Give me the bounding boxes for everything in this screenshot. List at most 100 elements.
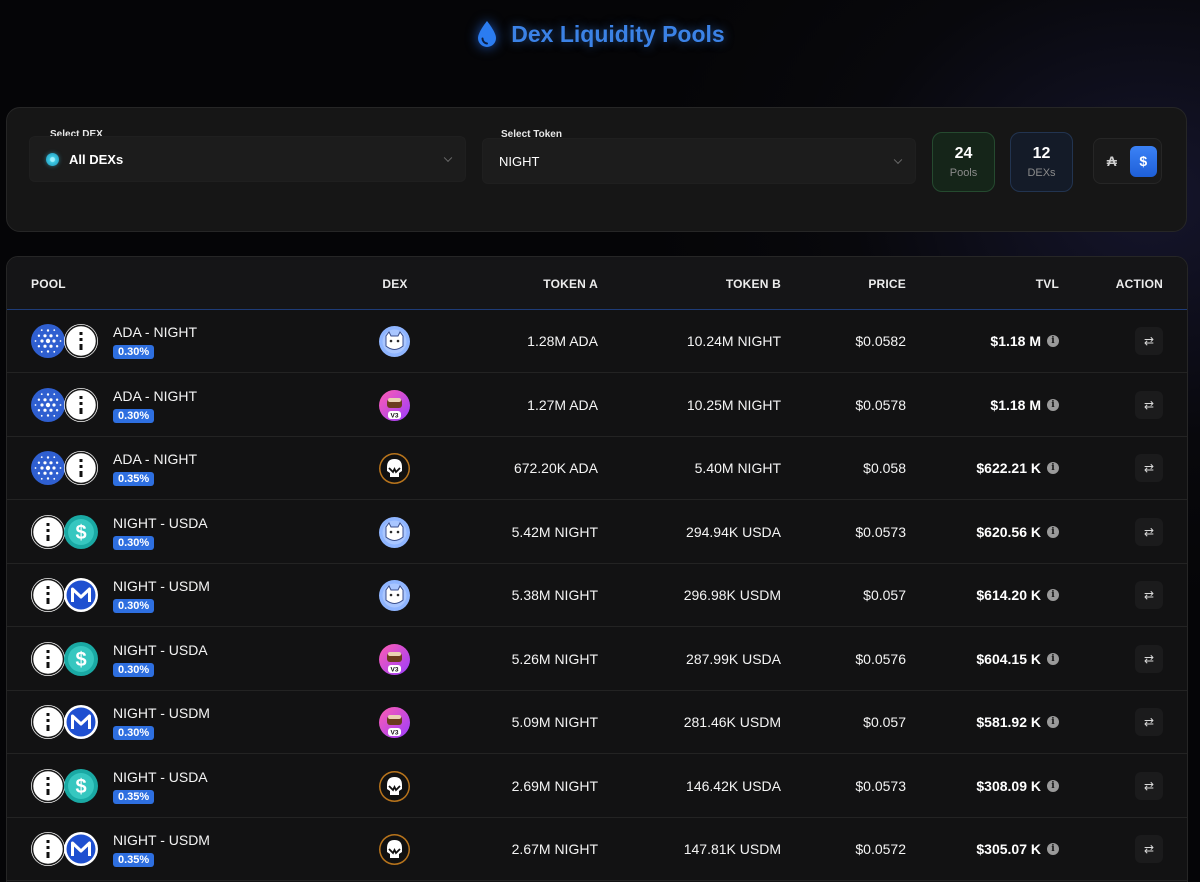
usda-token-icon: $ [64,514,98,549]
pools-label: Pools [949,167,978,179]
swap-action-button[interactable]: ⇄ [1135,390,1163,419]
pool-tvl-value: $308.09 K [976,777,1041,794]
dexs-label: DEXs [1027,167,1056,179]
svg-text:$: $ [75,649,86,671]
pool-pair-name: ADA - NIGHT [113,451,198,467]
pool-pair-name: NIGHT - USDM [113,832,210,848]
svg-text:$: $ [75,522,86,544]
usdm-token-icon [64,832,98,866]
page-header: Dex Liquidity Pools [0,16,1200,52]
table-row[interactable]: ADA - NIGHT 0.30% V3 1.27M ADA 10.25M NI… [7,374,1187,437]
swap-action-button[interactable]: ⇄ [1135,835,1163,863]
table-row[interactable]: NIGHT - USDM 0.35% 2.67M NIGHT 147.81K U… [7,818,1187,881]
pool-tvl: $620.56 K i [976,524,1059,540]
fee-badge: 0.30% [113,535,155,550]
cat-dex-icon [379,326,410,357]
swap-action-button[interactable]: ⇄ [1135,517,1163,546]
dex-select[interactable]: All DEXs [29,136,466,182]
night-token-icon [31,641,65,676]
table-row[interactable]: NIGHT - USDM 0.30% V3 5.09M NIGHT 281.46… [7,691,1187,754]
pool-pair-name: NIGHT - USDA [113,641,208,658]
token-a-amount: 5.42M NIGHT [511,523,598,540]
ada-currency-button[interactable]: ₳ [1106,153,1117,169]
info-icon[interactable]: i [1047,843,1059,855]
droplet-icon [478,21,497,47]
cat-dex-icon [379,580,410,611]
table-header: POOL DEX TOKEN A TOKEN B PRICE TVL ACTIO… [7,257,1187,310]
info-icon[interactable]: i [1047,716,1059,728]
info-icon[interactable]: i [1047,589,1059,601]
info-icon[interactable]: i [1047,652,1059,665]
usdm-token-icon [64,705,98,739]
pool-tvl: $1.18 M i [990,397,1059,413]
token-a-amount: 5.38M NIGHT [511,587,598,603]
usda-token-icon: $ [64,768,98,803]
info-icon[interactable]: i [1047,525,1059,538]
pool-tvl-value: $614.20 K [976,587,1041,603]
info-icon[interactable]: i [1047,335,1059,347]
column-header-token-a[interactable]: TOKEN A [543,277,598,291]
skull-dex-icon [379,834,410,865]
pool-price: $0.0582 [855,333,906,349]
swap-action-button[interactable]: ⇄ [1135,327,1163,355]
table-row[interactable]: ADA - NIGHT 0.35% 672.20K ADA 5.40M NIGH… [7,437,1187,500]
night-token-icon [31,705,65,739]
fee-badge: 0.35% [113,472,155,486]
swap-action-button[interactable]: ⇄ [1135,708,1163,736]
token-select-value: NIGHT [499,153,540,169]
night-token-icon [64,324,98,358]
pool-tvl: $614.20 K i [976,587,1059,603]
ada-token-icon [31,324,65,358]
column-header-price[interactable]: PRICE [868,277,906,291]
chevron-down-icon [443,153,453,163]
pool-tvl: $581.92 K i [976,714,1059,730]
svg-text:V3: V3 [391,666,399,673]
table-row[interactable]: NIGHT - USDM 0.30% 5.38M NIGHT 296.98K U… [7,564,1187,627]
fee-badge: 0.30% [113,345,155,359]
info-icon[interactable]: i [1047,398,1059,411]
usd-currency-button[interactable]: $ [1129,145,1157,177]
pool-tvl-value: $622.21 K [976,460,1041,476]
swap-action-button[interactable]: ⇄ [1135,771,1163,800]
column-header-token-b[interactable]: TOKEN B [725,277,781,291]
pool-pair-name: ADA - NIGHT [113,324,198,340]
night-token-icon [31,768,65,803]
table-row[interactable]: $ NIGHT - USDA 0.30% V3 5.26M NIGHT 287.… [7,628,1187,691]
token-select-label: Select Token [501,129,562,140]
usdm-token-icon [64,578,98,612]
fee-badge: 0.30% [113,408,155,423]
fee-badge: 0.30% [113,662,155,677]
column-header-tvl[interactable]: TVL [1035,277,1059,291]
token-a-amount: 5.26M NIGHT [511,650,598,667]
table-row[interactable]: $ NIGHT - USDA 0.35% 2.69M NIGHT 146.42K… [7,755,1187,818]
token-b-amount: 10.25M NIGHT [686,396,781,413]
column-header-pool[interactable]: POOL [31,277,66,291]
pool-price: $0.0576 [855,650,906,667]
info-icon[interactable]: i [1047,779,1059,792]
swap-action-button[interactable]: ⇄ [1135,581,1163,609]
table-row[interactable]: ADA - NIGHT 0.30% 1.28M ADA 10.24M NIGHT… [7,310,1187,373]
token-b-amount: 281.46K USDM [683,714,781,730]
token-a-amount: 1.28M ADA [527,333,598,349]
token-select[interactable]: NIGHT [482,138,916,184]
pool-pair-name: NIGHT - USDA [113,768,208,785]
skull-dex-icon [379,770,410,802]
swap-action-button[interactable]: ⇄ [1135,454,1163,482]
pool-pair-name: ADA - NIGHT [113,387,198,404]
night-token-icon [31,578,65,612]
dexs-count: 12 [1032,145,1051,162]
info-icon[interactable]: i [1047,462,1059,474]
pool-tvl: $1.18 M i [990,333,1059,349]
column-header-dex[interactable]: DEX [382,277,408,291]
pool-pair-name: NIGHT - USDA [113,514,208,531]
pool-tvl-value: $581.92 K [976,714,1041,730]
pool-price: $0.057 [863,714,906,730]
dex-select-label: Select DEX [50,129,103,140]
pool-tvl: $305.07 K i [976,841,1059,857]
token-b-amount: 294.94K USDA [686,523,781,540]
table-row[interactable]: $ NIGHT - USDA 0.30% 5.42M NIGHT 294.94K… [7,501,1187,564]
skull-dex-icon [379,453,410,484]
token-a-amount: 2.67M NIGHT [511,841,598,857]
fee-badge: 0.35% [113,853,155,867]
swap-action-button[interactable]: ⇄ [1135,644,1163,673]
